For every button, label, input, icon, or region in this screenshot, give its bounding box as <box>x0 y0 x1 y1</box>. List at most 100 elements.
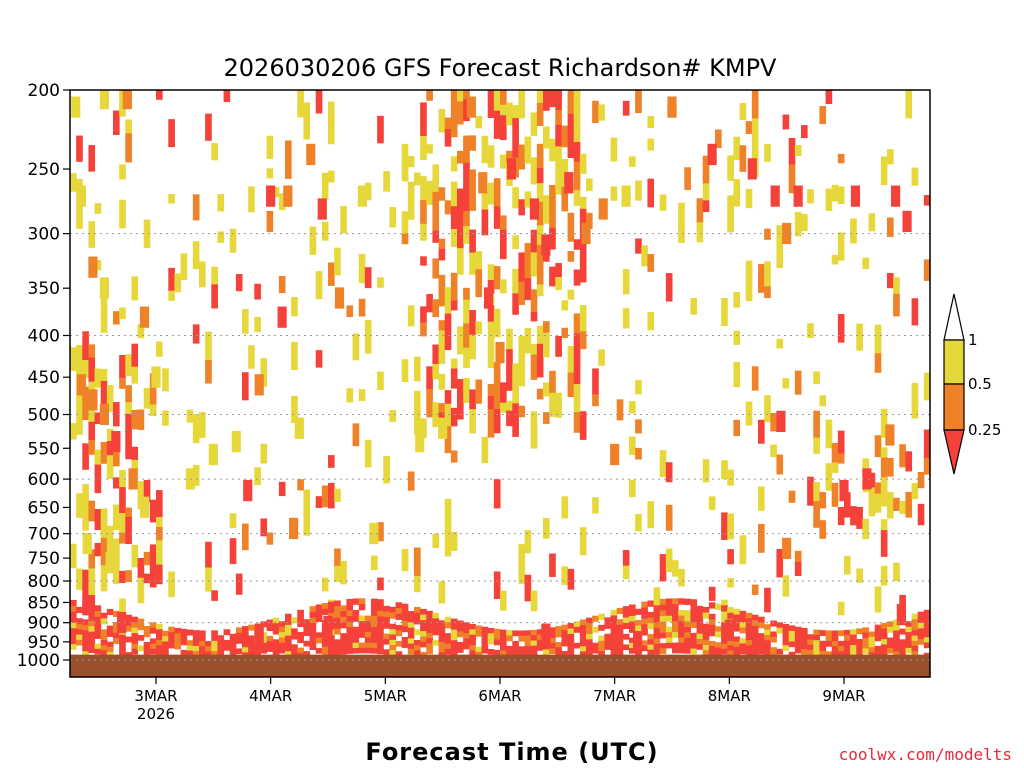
heatmap-cell <box>82 484 89 508</box>
heatmap-cell <box>205 646 212 652</box>
heatmap-cell <box>887 272 894 289</box>
heatmap-cell <box>629 604 636 611</box>
heatmap-cell <box>764 261 771 287</box>
heatmap-cell <box>106 646 114 653</box>
heatmap-cell <box>807 639 814 646</box>
y-tick-label: 250 <box>28 160 60 180</box>
heatmap-cell <box>592 647 599 654</box>
heatmap-cell <box>444 334 452 351</box>
heatmap-cell <box>278 626 286 633</box>
heatmap-cell <box>444 648 452 655</box>
heatmap-cell <box>297 615 304 622</box>
heatmap-cell <box>450 113 458 138</box>
heatmap-cell <box>125 636 132 643</box>
heatmap-cell <box>438 625 446 632</box>
heatmap-cell <box>788 137 796 166</box>
heatmap-cell <box>156 341 163 357</box>
heatmap-cell <box>88 357 96 383</box>
heatmap-cell <box>567 289 575 300</box>
heatmap-cell <box>199 412 206 438</box>
heatmap-cell <box>352 598 360 605</box>
heatmap-cell <box>125 413 132 443</box>
heatmap-cell <box>99 90 109 110</box>
heatmap-cell <box>278 637 286 644</box>
heatmap-cell <box>119 513 126 534</box>
heatmap-cell <box>616 630 624 637</box>
heatmap-cell <box>493 479 501 509</box>
heatmap-cell <box>113 110 120 135</box>
heatmap-cell <box>119 598 126 613</box>
heatmap-cell <box>807 323 814 338</box>
heatmap-cell <box>106 525 114 555</box>
heatmap-cell <box>733 625 741 632</box>
heatmap-cell <box>819 645 827 652</box>
heatmap-cell <box>192 476 200 486</box>
heatmap-cell <box>328 101 335 124</box>
heatmap-cell <box>530 112 538 136</box>
heatmap-cell <box>217 194 225 212</box>
heatmap-cell <box>647 600 655 607</box>
heatmap-cell <box>82 651 89 657</box>
heatmap-cell <box>432 230 440 243</box>
heatmap-cell <box>819 395 827 407</box>
heatmap-cell <box>76 634 83 641</box>
heatmap-cell <box>549 227 556 250</box>
x-tick-label: 3MAR <box>134 687 177 705</box>
heatmap-cell <box>364 182 372 201</box>
heatmap-cell <box>371 648 378 654</box>
heatmap-cell <box>414 629 421 636</box>
heatmap-cell <box>297 647 304 654</box>
heatmap-cell <box>696 638 704 645</box>
heatmap-cell <box>659 610 667 617</box>
heatmap-cell <box>561 125 569 148</box>
heatmap-cell <box>911 635 919 642</box>
heatmap-cell <box>579 305 587 332</box>
heatmap-cell <box>837 232 845 261</box>
heatmap-cell <box>512 187 519 209</box>
heatmap-cell <box>923 626 930 633</box>
heatmap-cell <box>466 96 476 118</box>
heatmap-cell <box>389 650 397 656</box>
heatmap-cell <box>911 298 919 326</box>
heatmap-cell <box>555 631 562 638</box>
heatmap-cell <box>887 217 894 237</box>
heatmap-cell <box>764 143 771 162</box>
heatmap-cell <box>672 604 679 611</box>
heatmap-cell <box>420 306 427 324</box>
heatmap-cell <box>450 618 458 625</box>
heatmap-cell <box>801 213 808 232</box>
heatmap-cell <box>923 457 930 475</box>
heatmap-cell <box>659 450 667 478</box>
heatmap-cell <box>579 233 587 262</box>
heatmap-cell <box>616 399 624 421</box>
heatmap-cell <box>850 634 857 641</box>
heatmap-cell <box>758 264 765 293</box>
heatmap-cell <box>88 439 96 455</box>
heatmap-cell <box>579 331 587 350</box>
heatmap-cell <box>444 200 452 215</box>
heatmap-cell <box>893 635 900 642</box>
heatmap-cell <box>149 566 157 588</box>
heatmap-cell <box>555 109 562 126</box>
heatmap-cell <box>82 408 89 421</box>
heatmap-cell <box>831 641 839 647</box>
heatmap-cell <box>727 612 734 619</box>
heatmap-cell <box>708 613 716 620</box>
heatmap-cell <box>874 635 882 642</box>
heatmap-cell <box>352 423 360 447</box>
heatmap-cell <box>266 532 274 545</box>
heatmap-cell <box>217 645 225 652</box>
heatmap-cell <box>880 565 888 586</box>
heatmap-cell <box>414 356 421 382</box>
heatmap-cell <box>125 570 132 583</box>
heatmap-cell <box>149 622 157 629</box>
y-tick-label: 950 <box>28 633 60 653</box>
heatmap-cell <box>389 606 397 614</box>
heatmap-cell <box>358 647 366 654</box>
heatmap-cell <box>647 639 655 646</box>
heatmap-cell <box>633 631 643 653</box>
heatmap-cell <box>137 409 145 431</box>
heatmap-cell <box>555 90 562 111</box>
heatmap-cell <box>487 633 495 640</box>
heatmap-cell <box>610 609 618 616</box>
